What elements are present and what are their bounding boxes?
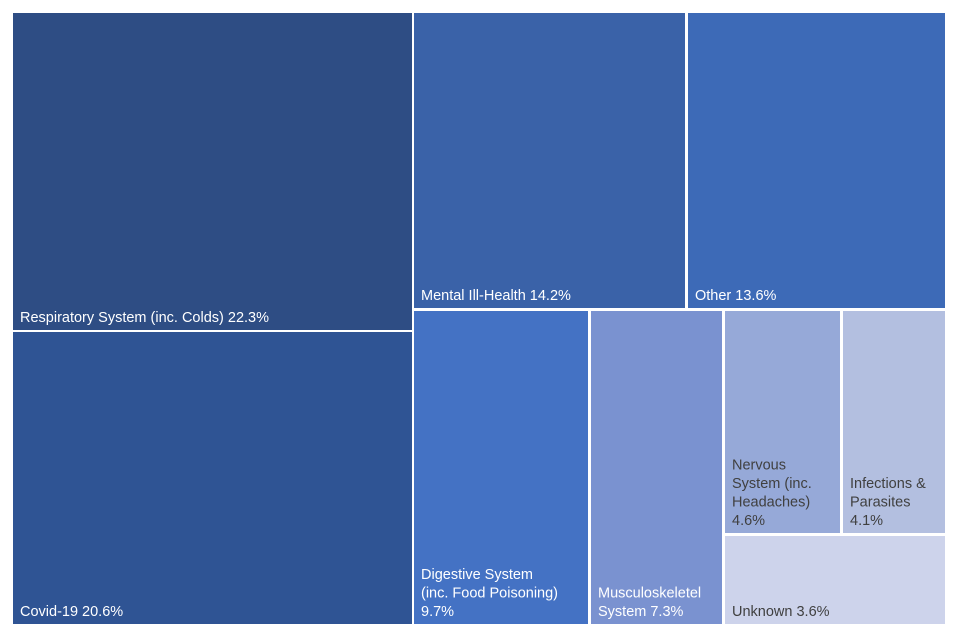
- tile-rect-unknown: [725, 536, 945, 624]
- tile-rect-other: [688, 13, 945, 308]
- tile-rect-infections-parasites: [843, 311, 945, 533]
- tile-other: Other 13.6%: [688, 13, 945, 308]
- tile-label-unknown: Unknown 3.6%: [732, 604, 830, 620]
- tile-label-infections-parasites: Infections & Parasites 4.1%: [850, 476, 926, 529]
- tile-label-nervous-system-inc-headaches: Nervous System (inc. Headaches) 4.6%: [732, 458, 812, 530]
- tile-unknown: Unknown 3.6%: [725, 536, 945, 624]
- tile-mental-ill-health: Mental Ill-Health 14.2%: [414, 13, 685, 308]
- tile-nervous-system-inc-headaches: Nervous System (inc. Headaches) 4.6%: [725, 311, 840, 533]
- tile-label-digestive-system-inc-food-poisoning: Digestive System (inc. Food Poisoning) 9.7…: [421, 567, 558, 620]
- tile-rect-mental-ill-health: [414, 13, 685, 308]
- tile-label-other: Other 13.6%: [695, 288, 777, 304]
- tile-rect-nervous-system-inc-headaches: [725, 311, 840, 533]
- tile-rect-respiratory-system-inc-colds: [13, 13, 412, 330]
- tile-label-respiratory-system-inc-colds: Respiratory System (inc. Colds) 22.3%: [20, 310, 269, 326]
- tile-covid-19: Covid-19 20.6%: [13, 332, 412, 624]
- tile-label-covid-19: Covid-19 20.6%: [20, 604, 123, 620]
- tile-rect-musculoskeletel-system: [591, 311, 722, 624]
- tile-label-musculoskeletel-system: Musculoskeletel System 7.3%: [598, 586, 701, 621]
- tile-respiratory-system-inc-colds: Respiratory System (inc. Colds) 22.3%: [13, 13, 412, 330]
- tile-infections-parasites: Infections & Parasites 4.1%: [843, 311, 945, 533]
- tile-rect-covid-19: [13, 332, 412, 624]
- tile-musculoskeletel-system: Musculoskeletel System 7.3%: [591, 311, 722, 624]
- tile-rect-digestive-system-inc-food-poisoning: [414, 311, 588, 624]
- tile-digestive-system-inc-food-poisoning: Digestive System (inc. Food Poisoning) 9.7…: [414, 311, 588, 624]
- tile-label-mental-ill-health: Mental Ill-Health 14.2%: [421, 288, 571, 304]
